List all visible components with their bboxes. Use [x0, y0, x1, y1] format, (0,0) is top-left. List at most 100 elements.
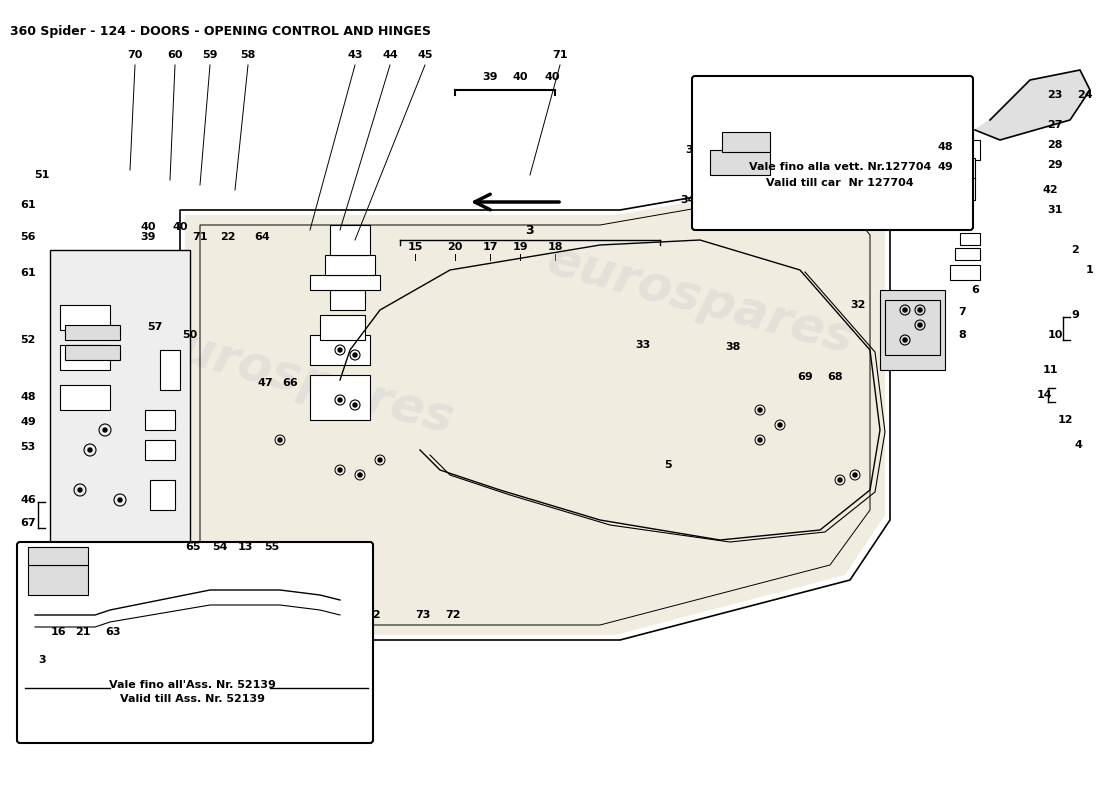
Text: 18: 18 — [548, 242, 563, 252]
Text: 29: 29 — [1047, 160, 1063, 170]
Bar — [330, 290, 365, 310]
Circle shape — [838, 478, 842, 482]
Text: 71: 71 — [192, 232, 208, 242]
Text: 33: 33 — [636, 340, 650, 350]
Text: 21: 21 — [75, 627, 90, 637]
Circle shape — [918, 308, 922, 312]
Text: 63: 63 — [106, 627, 121, 637]
Text: 15: 15 — [407, 242, 422, 252]
Bar — [145, 410, 175, 430]
Text: 50: 50 — [183, 330, 198, 340]
Text: Vale fino all'Ass. Nr. 52139: Vale fino all'Ass. Nr. 52139 — [109, 680, 275, 690]
Text: 43: 43 — [348, 50, 363, 60]
Text: 68: 68 — [827, 372, 843, 382]
Text: 53: 53 — [21, 442, 35, 452]
Bar — [150, 480, 175, 510]
FancyBboxPatch shape — [50, 250, 190, 570]
Bar — [960, 233, 980, 245]
Circle shape — [88, 448, 92, 452]
FancyBboxPatch shape — [692, 76, 974, 230]
Bar — [920, 140, 980, 160]
Circle shape — [852, 473, 857, 477]
Bar — [722, 132, 770, 152]
Text: 39: 39 — [482, 72, 497, 82]
Text: 28: 28 — [1047, 140, 1063, 150]
Text: 17: 17 — [482, 242, 497, 252]
Text: 3: 3 — [39, 655, 46, 665]
Bar — [28, 547, 88, 565]
Text: 55: 55 — [264, 542, 279, 552]
Circle shape — [278, 438, 282, 442]
Text: 6: 6 — [971, 285, 979, 295]
Text: 67: 67 — [20, 518, 36, 528]
Text: 24: 24 — [1077, 90, 1092, 100]
Text: 2: 2 — [1071, 245, 1079, 255]
Bar — [330, 225, 370, 255]
Text: 57: 57 — [147, 322, 163, 332]
Text: 12: 12 — [1057, 415, 1072, 425]
Text: 40: 40 — [544, 72, 560, 82]
Text: Vale fino alla vett. Nr.127704: Vale fino alla vett. Nr.127704 — [749, 162, 932, 172]
Text: 41: 41 — [348, 242, 363, 252]
Text: 56: 56 — [20, 232, 35, 242]
Bar — [880, 290, 945, 370]
Bar — [310, 335, 370, 365]
Text: 42: 42 — [1042, 185, 1058, 195]
Bar — [60, 305, 110, 330]
Polygon shape — [185, 175, 886, 635]
Bar — [65, 345, 120, 360]
Text: 47: 47 — [257, 378, 273, 388]
Text: 27: 27 — [1047, 120, 1063, 130]
Bar — [320, 315, 365, 340]
Bar — [310, 375, 370, 420]
Polygon shape — [975, 70, 1090, 140]
Text: 64: 64 — [254, 232, 270, 242]
Text: Valid till Ass. Nr. 52139: Valid till Ass. Nr. 52139 — [120, 694, 264, 704]
Text: 44: 44 — [382, 50, 398, 60]
Text: 46: 46 — [20, 495, 36, 505]
Text: 59: 59 — [202, 50, 218, 60]
Text: 40: 40 — [141, 222, 156, 232]
Text: 4: 4 — [1074, 440, 1082, 450]
Text: 66: 66 — [282, 378, 298, 388]
Circle shape — [358, 473, 362, 477]
Text: 61: 61 — [20, 200, 36, 210]
Circle shape — [778, 423, 782, 427]
Text: 13: 13 — [238, 542, 253, 552]
Bar — [160, 350, 180, 390]
Bar — [886, 300, 940, 355]
Text: 35: 35 — [780, 100, 795, 110]
Bar — [935, 158, 975, 180]
Circle shape — [338, 468, 342, 472]
Circle shape — [338, 398, 342, 402]
Circle shape — [78, 488, 82, 492]
Text: 61: 61 — [20, 268, 36, 278]
Text: 45: 45 — [417, 50, 432, 60]
Text: 360 Spider - 124 - DOORS - OPENING CONTROL AND HINGES: 360 Spider - 124 - DOORS - OPENING CONTR… — [10, 25, 431, 38]
Text: 72: 72 — [446, 610, 461, 620]
Text: 49: 49 — [20, 417, 36, 427]
Bar — [955, 248, 980, 260]
FancyBboxPatch shape — [16, 542, 373, 743]
Bar — [310, 275, 380, 290]
Text: 30: 30 — [713, 100, 727, 110]
Bar — [950, 265, 980, 280]
Text: 34: 34 — [680, 195, 695, 205]
Text: 40: 40 — [513, 72, 528, 82]
Text: 10: 10 — [1047, 330, 1063, 340]
Text: 36: 36 — [747, 100, 762, 110]
Text: 32: 32 — [850, 300, 866, 310]
Text: 11: 11 — [1043, 365, 1058, 375]
Text: 69: 69 — [798, 372, 813, 382]
Text: 38: 38 — [725, 342, 740, 352]
Circle shape — [903, 338, 907, 342]
Text: 60: 60 — [167, 50, 183, 60]
Text: Valid till car  Nr 127704: Valid till car Nr 127704 — [767, 178, 914, 188]
Text: 54: 54 — [212, 542, 228, 552]
Text: 58: 58 — [240, 50, 255, 60]
Bar — [28, 565, 88, 595]
Text: 62: 62 — [365, 610, 381, 620]
Text: 40: 40 — [173, 222, 188, 232]
Bar — [60, 345, 110, 370]
Circle shape — [758, 438, 762, 442]
